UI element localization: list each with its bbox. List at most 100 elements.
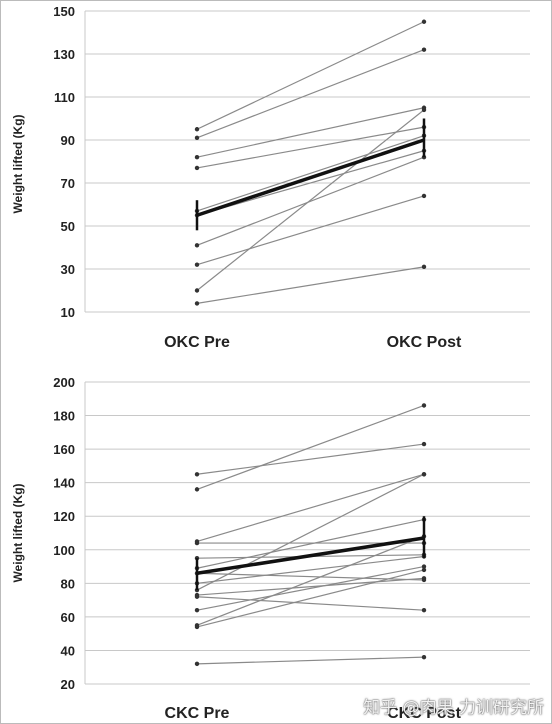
okc-pre-point — [194, 165, 200, 171]
okc-pre-point — [194, 243, 200, 248]
okc-category-pre: OKC Pre — [164, 334, 230, 351]
okc-mean-group — [195, 118, 426, 231]
okc-subject-line — [196, 107, 425, 158]
okc-y-tick-label: 110 — [54, 90, 75, 105]
okc-subject-line — [196, 195, 425, 266]
okc-chart: Weight lifted (Kg) 10 30 50 70 90 110 130 150 O… — [11, 4, 530, 351]
ckc-chart: Weight lifted (Kg) 20 40 60 80 100 120 140 160 1… — [11, 375, 530, 722]
ckc-y-tick-label: 40 — [61, 643, 75, 658]
okc-y-axis-title: Weight lifted (Kg) — [11, 114, 25, 213]
okc-pre-point — [194, 135, 200, 141]
okc-subject-8 — [194, 193, 427, 267]
ckc-mean-group — [195, 516, 426, 591]
okc-y-tick-label: 30 — [61, 262, 75, 277]
okc-y-tick-label: 130 — [53, 47, 75, 62]
ckc-pre-point — [194, 624, 200, 630]
ckc-pre-point — [194, 661, 200, 667]
watermark-text: 知乎 @肉果 力训研究所 — [363, 698, 544, 718]
okc-mean-line — [196, 138, 425, 217]
ckc-subject-15 — [194, 654, 427, 667]
ckc-y-tick-label: 160 — [53, 442, 75, 457]
ckc-post-point — [421, 403, 427, 408]
okc-subject-10 — [194, 264, 427, 306]
ckc-pre-point — [194, 487, 200, 492]
ckc-y-tick-label: 200 — [53, 375, 75, 390]
ckc-subject-line — [196, 473, 425, 542]
ckc-pre-point — [194, 540, 200, 546]
okc-gridlines — [84, 10, 530, 313]
ckc-y-ticks: 20 40 60 80 100 120 140 160 180 200 — [53, 375, 75, 692]
ckc-pre-point — [194, 607, 200, 613]
ckc-post-point — [421, 472, 427, 477]
okc-subject-line — [196, 156, 425, 246]
ckc-subject-line — [196, 565, 425, 611]
okc-subject-line — [196, 135, 425, 212]
ckc-subject-line — [196, 577, 425, 596]
okc-pre-point — [194, 288, 200, 293]
okc-post-point — [421, 264, 427, 270]
ckc-subject-2 — [194, 403, 427, 492]
ckc-subject-line — [196, 569, 425, 628]
ckc-subject-13 — [194, 567, 427, 630]
ckc-subject-lines — [194, 403, 427, 667]
ckc-y-tick-label: 60 — [61, 610, 75, 625]
okc-post-point — [421, 193, 427, 199]
ckc-subject-11 — [194, 564, 427, 613]
okc-y-ticks: 10 30 50 70 90 110 130 150 — [53, 4, 75, 320]
okc-category-post: OKC Post — [387, 334, 462, 351]
okc-subject-line — [196, 49, 425, 139]
okc-subject-line — [196, 266, 425, 304]
ckc-category-post: CKC Post — [387, 705, 461, 722]
ckc-subject-line — [196, 404, 425, 490]
ckc-subject-1 — [194, 441, 427, 477]
ckc-subject-line — [196, 473, 425, 591]
okc-y-tick-label: 10 — [61, 305, 75, 320]
ckc-gridlines — [84, 381, 530, 685]
okc-post-point — [421, 47, 427, 52]
ckc-category-pre: CKC Pre — [165, 705, 230, 722]
ckc-y-axis-title: Weight lifted (Kg) — [11, 483, 25, 582]
okc-y-tick-label: 70 — [61, 176, 75, 191]
ckc-post-point — [421, 441, 427, 447]
ckc-y-tick-label: 120 — [53, 509, 75, 524]
okc-post-point — [421, 107, 427, 113]
ckc-y-tick-label: 80 — [61, 576, 75, 591]
okc-pre-point — [194, 127, 200, 132]
okc-pre-point — [194, 155, 200, 160]
okc-subject-lines — [194, 19, 427, 306]
okc-subject-line — [196, 109, 425, 291]
ckc-post-point — [421, 564, 427, 569]
ckc-pre-point — [194, 472, 200, 477]
ckc-subject-line — [196, 535, 425, 626]
okc-subject-7 — [194, 155, 427, 248]
okc-pre-point — [194, 262, 200, 267]
okc-subject-4 — [194, 124, 427, 171]
okc-post-point — [421, 19, 427, 24]
okc-y-tick-label: 50 — [61, 219, 75, 234]
ckc-post-point — [421, 576, 427, 581]
okc-subject-2 — [194, 47, 427, 141]
okc-y-tick-label: 150 — [53, 4, 75, 19]
ckc-y-tick-label: 20 — [61, 677, 75, 692]
ckc-post-point — [421, 567, 427, 573]
ckc-subject-line — [196, 518, 425, 569]
ckc-subject-14 — [194, 594, 427, 613]
ckc-post-point — [421, 607, 427, 613]
ckc-subject-line — [196, 596, 425, 611]
ckc-subject-line — [196, 555, 425, 584]
okc-subject-line — [196, 21, 425, 130]
ckc-subject-line — [196, 656, 425, 665]
okc-subject-line — [196, 126, 425, 169]
ckc-mean-line — [196, 536, 425, 575]
ckc-post-point — [421, 654, 427, 660]
okc-y-tick-label: 90 — [61, 133, 75, 148]
okc-pre-point — [194, 301, 200, 306]
ckc-y-tick-label: 180 — [53, 409, 75, 424]
okc-subject-1 — [194, 19, 427, 132]
okc-subject-9 — [194, 107, 427, 293]
ckc-y-tick-label: 100 — [53, 543, 75, 558]
ckc-subject-line — [196, 443, 425, 475]
ckc-y-tick-label: 140 — [53, 476, 75, 491]
